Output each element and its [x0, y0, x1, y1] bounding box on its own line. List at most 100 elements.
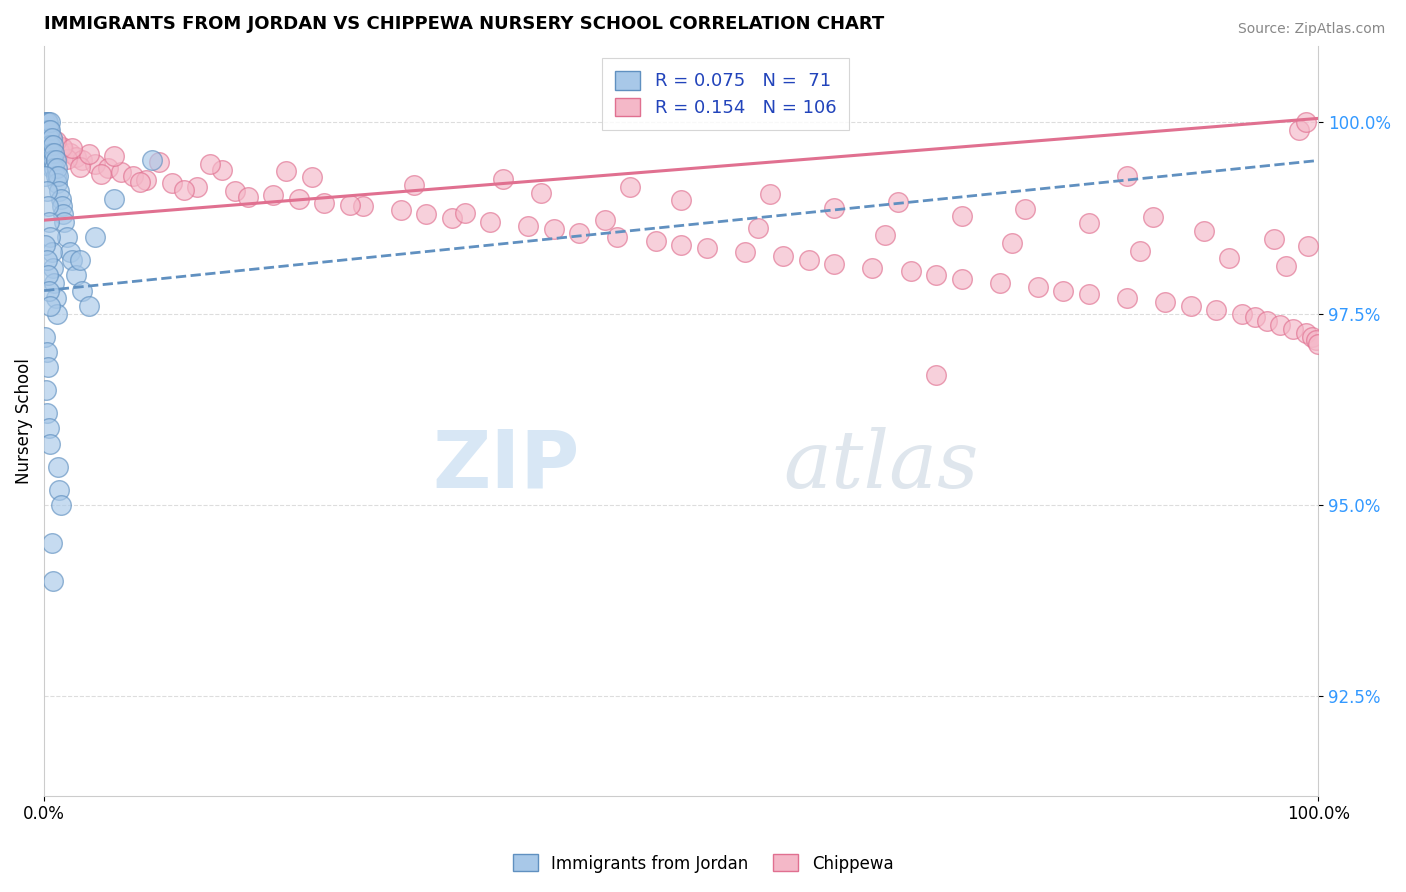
- Point: [38, 124, 60, 138]
- Point: [1129, 244, 1152, 258]
- Point: [34, 123, 56, 137]
- Point: [135, 172, 157, 186]
- Point: [41, 161, 63, 175]
- Point: [37, 130, 59, 145]
- Point: [51, 139, 73, 153]
- Point: [35, 252, 58, 267]
- Point: [56, 152, 79, 166]
- Point: [186, 180, 208, 194]
- Point: [60, 141, 83, 155]
- Point: [44, 145, 66, 160]
- Point: [530, 186, 553, 200]
- Point: [925, 268, 948, 283]
- Point: [65, 150, 87, 164]
- Point: [58, 145, 80, 160]
- Point: [45, 134, 67, 148]
- Point: [1263, 231, 1285, 245]
- Point: [34, 329, 56, 343]
- Point: [1256, 314, 1278, 328]
- Point: [52, 207, 75, 221]
- Point: [48, 483, 70, 497]
- Point: [103, 149, 125, 163]
- Point: [1192, 224, 1215, 238]
- Point: [1218, 252, 1240, 266]
- Point: [39, 138, 62, 153]
- Point: [42, 260, 65, 275]
- Point: [1230, 307, 1253, 321]
- Point: [950, 272, 973, 286]
- Point: [1288, 123, 1310, 137]
- Point: [97, 161, 120, 175]
- Point: [453, 205, 475, 219]
- Point: [950, 209, 973, 223]
- Point: [44, 161, 66, 175]
- Point: [1001, 236, 1024, 251]
- Point: [45, 169, 67, 183]
- Point: [1301, 329, 1323, 343]
- Point: [38, 128, 60, 143]
- Point: [38, 436, 60, 450]
- Point: [84, 230, 107, 244]
- Point: [669, 237, 692, 252]
- Point: [35, 383, 58, 397]
- Point: [65, 268, 87, 283]
- Point: [35, 184, 58, 198]
- Point: [45, 161, 67, 175]
- Point: [619, 179, 641, 194]
- Point: [41, 145, 63, 160]
- Point: [224, 184, 246, 198]
- Point: [606, 230, 628, 244]
- Point: [669, 194, 692, 208]
- Point: [35, 123, 58, 137]
- Point: [42, 574, 65, 589]
- Point: [747, 220, 769, 235]
- Point: [51, 199, 73, 213]
- Point: [492, 172, 515, 186]
- Point: [772, 249, 794, 263]
- Point: [734, 245, 756, 260]
- Point: [45, 307, 67, 321]
- Point: [39, 153, 62, 168]
- Point: [860, 260, 883, 275]
- Point: [34, 237, 56, 252]
- Point: [52, 142, 75, 156]
- Point: [72, 153, 94, 168]
- Point: [38, 215, 60, 229]
- Point: [48, 184, 70, 198]
- Point: [873, 228, 896, 243]
- Point: [53, 215, 76, 229]
- Point: [262, 188, 284, 202]
- Point: [593, 213, 616, 227]
- Point: [389, 203, 412, 218]
- Point: [1026, 279, 1049, 293]
- Point: [77, 299, 100, 313]
- Point: [42, 134, 65, 148]
- Point: [38, 130, 60, 145]
- Point: [479, 215, 502, 229]
- Point: [41, 132, 63, 146]
- Point: [1305, 334, 1327, 348]
- Text: atlas: atlas: [783, 427, 979, 505]
- Point: [823, 201, 845, 215]
- Point: [34, 169, 56, 183]
- Point: [39, 130, 62, 145]
- Point: [402, 178, 425, 192]
- Point: [1116, 291, 1139, 305]
- Point: [988, 276, 1011, 290]
- Point: [141, 153, 163, 168]
- Point: [1052, 284, 1074, 298]
- Point: [42, 153, 65, 168]
- Point: [301, 170, 323, 185]
- Point: [41, 536, 63, 550]
- Point: [1205, 302, 1227, 317]
- Point: [517, 219, 540, 233]
- Point: [38, 123, 60, 137]
- Point: [148, 155, 170, 169]
- Point: [900, 264, 922, 278]
- Point: [236, 190, 259, 204]
- Point: [415, 207, 437, 221]
- Point: [198, 156, 221, 170]
- Point: [103, 192, 125, 206]
- Legend: Immigrants from Jordan, Chippewa: Immigrants from Jordan, Chippewa: [506, 847, 900, 880]
- Text: ZIP: ZIP: [432, 426, 579, 505]
